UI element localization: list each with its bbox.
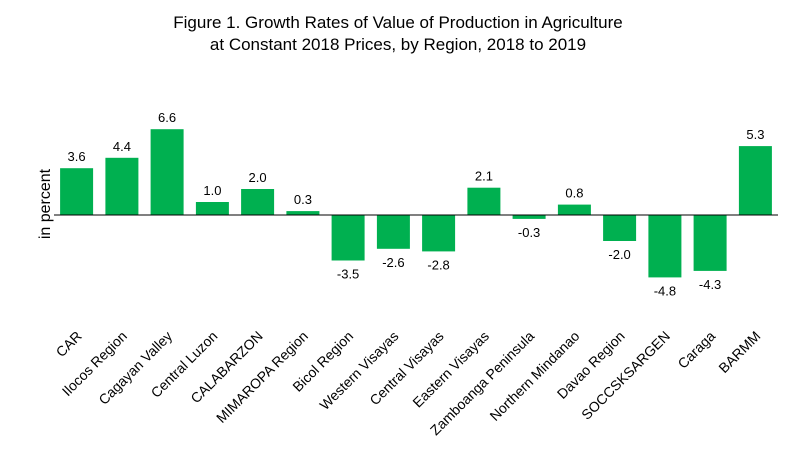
data-label-14: -4.3 xyxy=(699,277,721,292)
bar-11 xyxy=(557,204,591,215)
data-label-4: 2.0 xyxy=(249,170,267,185)
x-tick-label-7: Western Visayas xyxy=(316,328,401,413)
data-label-0: 3.6 xyxy=(68,149,86,164)
data-label-8: -2.8 xyxy=(427,257,449,272)
bar-6 xyxy=(331,215,365,261)
data-label-9: 2.1 xyxy=(475,169,493,184)
data-label-2: 6.6 xyxy=(158,110,176,125)
x-tick-label-15: BARMM xyxy=(715,328,763,376)
data-label-12: -2.0 xyxy=(608,247,630,262)
bar-10 xyxy=(512,215,546,219)
data-label-1: 4.4 xyxy=(113,139,131,154)
bar-2 xyxy=(150,129,184,215)
bar-14 xyxy=(693,215,727,271)
bar-1 xyxy=(105,157,139,215)
bar-3 xyxy=(195,202,229,215)
chart-title: Figure 1. Growth Rates of Value of Produ… xyxy=(173,13,623,32)
bar-15 xyxy=(738,146,772,215)
chart-subtitle: at Constant 2018 Prices, by Region, 2018… xyxy=(209,35,587,54)
x-tick-label-13: SOCCSKSARGEN xyxy=(578,328,673,423)
data-label-6: -3.5 xyxy=(337,267,359,282)
bar-7 xyxy=(376,215,410,249)
bar-5 xyxy=(286,211,320,215)
bar-9 xyxy=(467,187,501,215)
x-tick-label-14: Caraga xyxy=(674,328,718,372)
bar-12 xyxy=(603,215,637,241)
data-label-7: -2.6 xyxy=(382,255,404,270)
data-label-15: 5.3 xyxy=(746,127,764,142)
data-label-5: 0.3 xyxy=(294,192,312,207)
data-label-3: 1.0 xyxy=(203,183,221,198)
data-label-10: -0.3 xyxy=(518,225,540,240)
bar-0 xyxy=(60,168,94,215)
bar-13 xyxy=(648,215,682,278)
bar-4 xyxy=(241,189,275,215)
x-tick-label-0: CAR xyxy=(53,328,85,360)
bar-8 xyxy=(422,215,456,252)
data-label-11: 0.8 xyxy=(565,186,583,201)
data-label-13: -4.8 xyxy=(654,283,676,298)
